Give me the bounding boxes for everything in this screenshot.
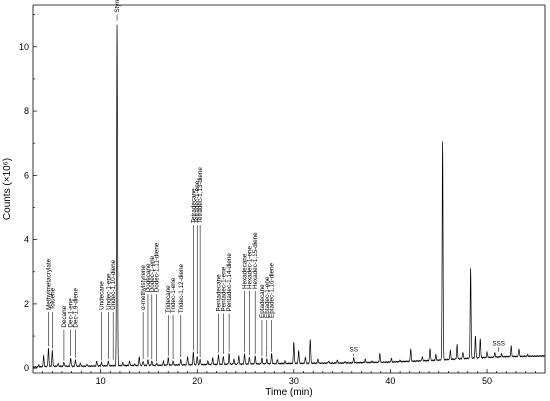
peak-annotation-label: Dodec-1,11-diene (154, 242, 161, 292)
y-tick-label: 0 (24, 363, 29, 373)
x-tick-label: 40 (385, 376, 395, 386)
peak-annotation-label: Tridec-1,12-diene (178, 264, 185, 314)
y-axis-ticks: 0 2 4 6 8 10 (19, 14, 37, 373)
peak-annotation-label: SS (350, 347, 358, 354)
peak-annotation-label: Dodec-1-ene (149, 255, 156, 292)
peak-annotation-label: Methylmetacrylate (45, 258, 52, 310)
peak-annotation-label: Eptadec-1,16-diene (269, 263, 276, 318)
x-axis-title: Time (min) (265, 387, 312, 398)
x-tick-label: 20 (192, 376, 202, 386)
peak-annotation-label: Eptadecane (259, 284, 266, 318)
x-axis-ticks: 10 20 30 40 50 (42, 369, 536, 386)
x-tick-label: 30 (289, 376, 299, 386)
peak-annotation-label: Tetradec-1,13-diene (197, 167, 204, 224)
peak-annotation-label: Tridec-1-ene (170, 277, 177, 313)
peak-annotation-label: Hexadec-1-ene (246, 245, 253, 289)
peak-annotation-label: Dec-1,9-diene (73, 288, 80, 328)
peak-annotation-label: Pentadec-1,14-diene (226, 253, 233, 312)
y-tick-label: 6 (24, 170, 29, 180)
peak-annotation-label: Tridecane (165, 285, 172, 313)
y-tick-label: 2 (24, 299, 29, 309)
peak-annotation-label: Hexadec-1,15-diene (252, 232, 259, 289)
plot-area (32, 4, 546, 374)
x-tick-label: 10 (96, 376, 106, 386)
y-tick-label: 8 (24, 106, 29, 116)
x-tick-label: 50 (482, 376, 492, 386)
y-tick-label: 10 (19, 42, 29, 52)
peak-annotation-label: Dodecane (145, 263, 152, 292)
peak-annotation-label: SSS (492, 340, 505, 347)
y-axis-title: Counts (×10⁶) (2, 158, 13, 220)
peak-annotation-label: Styrene (114, 0, 121, 13)
peak-annotation-label: Tetradecane (190, 188, 197, 223)
peak-annotation-label: Decane (61, 305, 68, 327)
peak-annotation-label: Hexadecane (242, 253, 249, 289)
peak-annotation-label: Pentadec-1-ene (220, 266, 227, 311)
peak-annotation-label: Undec-1-ene (105, 273, 112, 310)
peak-annotation-label: Tetradec-1-ene (194, 180, 201, 223)
peak-annotation-label: Undec-1,10-diene (110, 259, 117, 310)
peak-annotation-label: α-methylstyrene (140, 265, 147, 310)
peak-annotation-label: Toluene (49, 287, 56, 310)
peak-annotation-label: Pentadecane (215, 274, 222, 312)
chromatogram-trace (32, 24, 546, 369)
y-tick-label: 4 (24, 235, 29, 245)
peak-annotation-label: Eptadec-1-ene (264, 276, 271, 318)
peak-annotation-label: Dec-1-ene (68, 298, 75, 328)
peak-annotation-label: Undecane (99, 281, 106, 310)
